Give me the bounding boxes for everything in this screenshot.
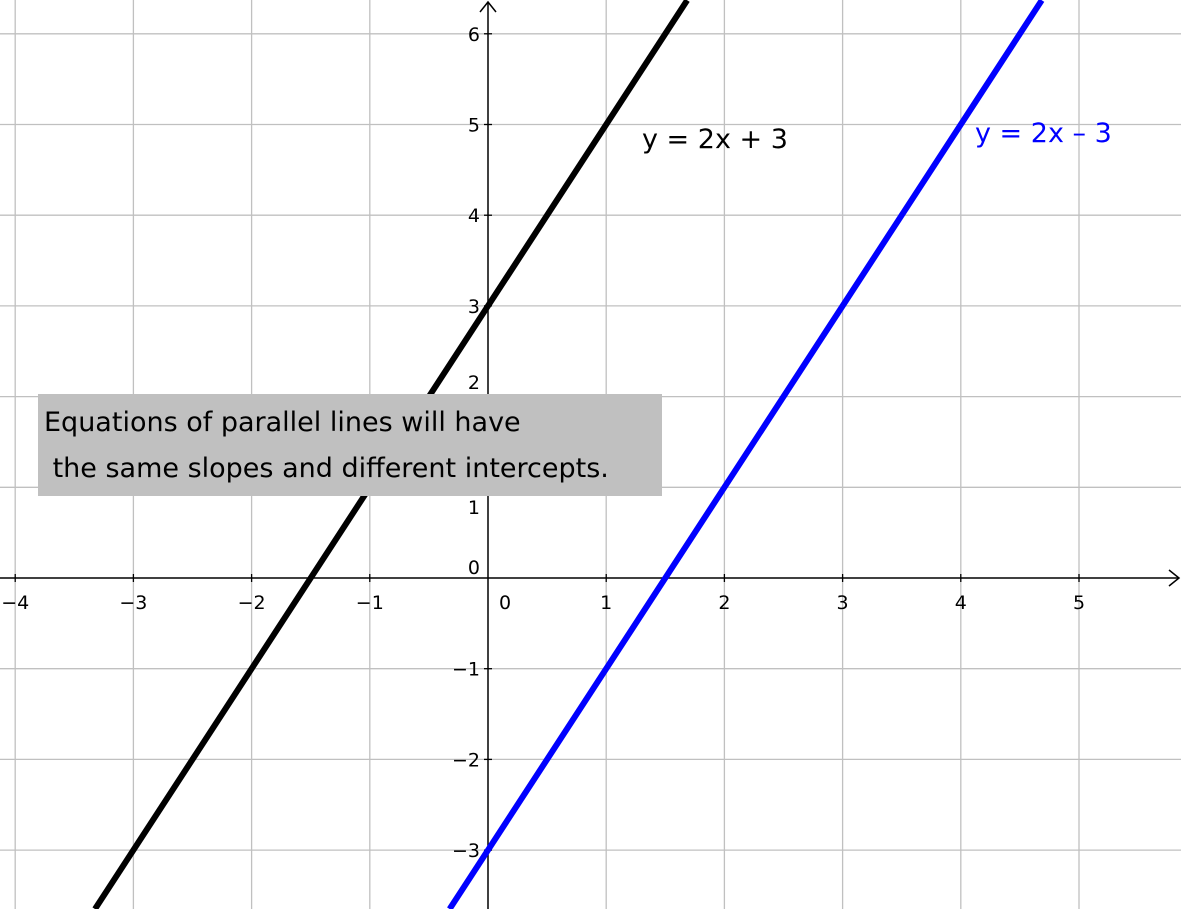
x-tick-label: −3 xyxy=(119,592,147,614)
line-series-blue xyxy=(447,0,1045,909)
y-tick-label: −2 xyxy=(452,749,480,771)
y-tick-label: 2 xyxy=(468,372,480,394)
y-tick-label: 0 xyxy=(468,557,480,579)
y-tick-label: 4 xyxy=(468,205,480,227)
y-axis-arrow-icon xyxy=(479,0,497,13)
x-tick-label: 5 xyxy=(1073,592,1085,614)
x-axis-arrow-icon xyxy=(1168,569,1181,587)
tick-labels: −4 −3 −2 −1 0 1 2 3 4 5 −3 −2 −1 0 1 2 3 4 5 6 xyxy=(1,24,1085,862)
line-label-black[interactable]: y = 2x + 3 xyxy=(642,124,788,155)
x-tick-label: 2 xyxy=(718,592,730,614)
x-tick-label: 4 xyxy=(955,592,967,614)
y-tick-label: −1 xyxy=(452,659,480,681)
y-tick-label: 5 xyxy=(468,115,480,137)
x-tick-label: −1 xyxy=(356,592,384,614)
y-tick-label: 1 xyxy=(468,497,480,519)
y-tick-label: 3 xyxy=(468,296,480,318)
annotation-line-2: the same slopes and different intercepts… xyxy=(44,453,609,484)
y-tick-label: 6 xyxy=(468,24,480,46)
x-tick-label: 3 xyxy=(837,592,849,614)
line-label-blue[interactable]: y = 2x – 3 xyxy=(975,118,1112,149)
annotation-textbox[interactable]: Equations of parallel lines will have th… xyxy=(38,394,662,496)
x-tick-label: −2 xyxy=(238,592,266,614)
x-tick-label: 1 xyxy=(600,592,612,614)
x-tick-label: 0 xyxy=(499,592,511,614)
annotation-line-1: Equations of parallel lines will have xyxy=(44,407,521,438)
x-tick-label: −4 xyxy=(1,592,29,614)
y-tick-label: −3 xyxy=(452,840,480,862)
